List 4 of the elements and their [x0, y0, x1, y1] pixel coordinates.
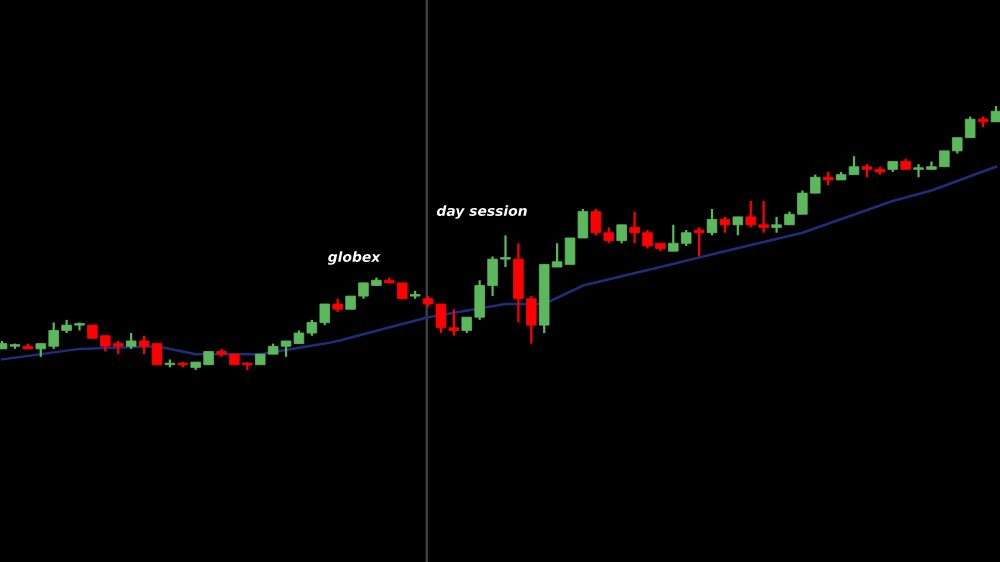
candlestick [732, 215, 744, 237]
candlestick [616, 223, 627, 245]
candlestick [706, 207, 718, 237]
candlestick [693, 226, 705, 258]
